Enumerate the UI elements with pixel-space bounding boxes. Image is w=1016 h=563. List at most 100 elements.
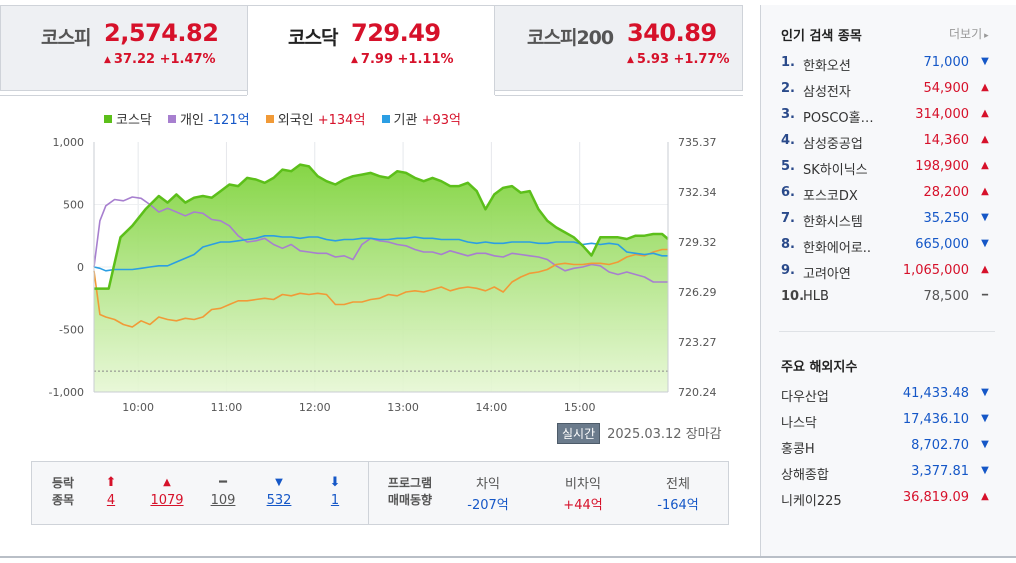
popular-item[interactable]: 9. 고려아연 1,065,000 ▲	[781, 259, 993, 285]
index-value: 36,819.09	[902, 490, 969, 505]
tab-change: ▲ 5.93 +1.77%	[627, 52, 730, 67]
stock-price: 78,500	[923, 289, 970, 304]
stock-name[interactable]: 포스코DX	[803, 189, 858, 204]
stock-price: 54,900	[923, 81, 970, 96]
tab-kospi[interactable]: 코스피 2,574.82 ▲ 37.22 +1.47%	[0, 5, 248, 91]
stock-name[interactable]: 한화오션	[803, 59, 851, 74]
stock-price: 1,065,000	[902, 263, 969, 278]
institution-line	[93, 235, 668, 272]
stock-name[interactable]: 삼성중공업	[803, 137, 863, 152]
x-tick-label: 10:00	[122, 401, 154, 414]
rise-triangle-icon: ▲	[163, 477, 171, 488]
rank-number: 8.	[781, 237, 795, 252]
stock-name[interactable]: 한화시스템	[803, 215, 863, 230]
legend-value: +93억	[421, 113, 462, 128]
rank-number: 3.	[781, 107, 795, 122]
popular-item[interactable]: 8. 한화에어로.. 665,000 ▼	[781, 233, 993, 259]
stock-price: 71,000	[923, 55, 970, 70]
program-header: 차익	[476, 477, 500, 492]
index-name[interactable]: 홍콩H	[781, 442, 815, 457]
stat-value[interactable]: 4	[106, 493, 116, 508]
legend-foreign: 외국인 +134억	[265, 109, 366, 128]
rise-count[interactable]: ▲ 1079	[147, 474, 187, 511]
x-tick-label: 12:00	[299, 401, 331, 414]
y-right-tick-label: 729.32	[678, 236, 717, 249]
y-left-tick-label: -500	[59, 324, 84, 337]
breadth-label-line1: 등락	[51, 476, 75, 490]
tab-kospi200[interactable]: 코스피200 340.89 ▲ 5.93 +1.77%	[494, 5, 743, 91]
program-value: -207억	[467, 498, 509, 513]
stock-name[interactable]: SK하이닉스	[803, 163, 868, 178]
stat-value[interactable]: 1	[330, 493, 340, 508]
stock-price: 198,900	[915, 159, 969, 174]
popular-item[interactable]: 6. 포스코DX 28,200 ▲	[781, 181, 993, 207]
fall-triangle-icon: ▼	[275, 477, 283, 488]
stat-value[interactable]: 109	[210, 493, 236, 508]
kosdaq-area	[94, 164, 668, 392]
overseas-index-item[interactable]: 니케이225 36,819.09 ▲	[781, 486, 993, 512]
index-value: 17,436.10	[902, 412, 969, 427]
y-right-tick-label: 732.34	[678, 186, 717, 199]
program-label: 프로그램 매매동향	[382, 475, 438, 509]
upper-limit-count[interactable]: ⬆ 4	[91, 474, 131, 511]
tab-value: 2,574.82	[104, 19, 219, 47]
foreign-line	[93, 248, 668, 328]
y-left-tick-label: 0	[77, 261, 84, 274]
down-triangle-icon: ▼	[981, 439, 989, 450]
popular-item[interactable]: 5. SK하이닉스 198,900 ▲	[781, 155, 993, 181]
stat-value[interactable]: 1079	[150, 493, 184, 508]
tab-change-text: 37.22 +1.47%	[113, 52, 216, 67]
index-name[interactable]: 다우산업	[781, 390, 829, 405]
realtime-badge[interactable]: 실시간	[557, 423, 601, 444]
index-name[interactable]: 상해종합	[781, 468, 829, 483]
up-triangle-icon: ▲	[981, 108, 989, 119]
legend-value: +134억	[317, 113, 366, 128]
stock-name[interactable]: HLB	[803, 289, 829, 304]
stock-price: 14,360	[923, 133, 970, 148]
popular-item[interactable]: 1. 한화오션 71,000 ▼	[781, 51, 993, 77]
upper-limit-arrow-icon: ⬆	[105, 475, 117, 490]
up-triangle-icon: ▲	[351, 55, 358, 65]
index-name[interactable]: 니케이225	[781, 494, 842, 509]
program-header: 전체	[666, 477, 690, 492]
down-triangle-icon: ▼	[981, 387, 989, 398]
popular-item[interactable]: 10. HLB 78,500 ━	[781, 285, 993, 311]
fall-count[interactable]: ▼ 532	[259, 474, 299, 511]
up-triangle-icon: ▲	[981, 82, 989, 93]
tab-kosdaq[interactable]: 코스닥 729.49 ▲ 7.99 +1.11%	[247, 5, 495, 95]
x-tick-label: 13:00	[387, 401, 419, 414]
time-info: 실시간 2025.03.12 장마감	[557, 423, 722, 444]
stock-name[interactable]: 삼성전자	[803, 85, 851, 100]
down-triangle-icon: ▼	[981, 56, 989, 67]
popular-item[interactable]: 4. 삼성중공업 14,360 ▲	[781, 129, 993, 155]
overseas-index-item[interactable]: 홍콩H 8,702.70 ▼	[781, 434, 993, 460]
popular-item[interactable]: 7. 한화시스템 35,250 ▼	[781, 207, 993, 233]
popular-item[interactable]: 3. POSCO홀… 314,000 ▲	[781, 103, 993, 129]
intraday-chart: 코스닥 개인 -121억 외국인 +134억 기관 +93억 10:00 11:0…	[0, 96, 743, 456]
stock-name[interactable]: POSCO홀…	[803, 111, 874, 126]
market-breadth-box: 등락 종목 ⬆ 4 ▲ 1079 ━ 109 ▼ 532 ⬇ 1 프로그램 매매…	[31, 461, 729, 525]
stock-name[interactable]: 고려아연	[803, 267, 851, 282]
stock-name[interactable]: 한화에어로..	[803, 241, 872, 256]
y-left-tick-label: 1,000	[53, 136, 85, 149]
kosdaq-line	[94, 163, 669, 290]
tab-change: ▲ 7.99 +1.11%	[351, 52, 454, 67]
overseas-index-item[interactable]: 나스닥 17,436.10 ▼	[781, 408, 993, 434]
up-triangle-icon: ▲	[627, 55, 634, 65]
x-tick-label: 15:00	[564, 401, 596, 414]
overseas-index-item[interactable]: 다우산업 41,433.48 ▼	[781, 382, 993, 408]
more-label[interactable]: 더보기	[949, 27, 983, 41]
lower-limit-count[interactable]: ⬇ 1	[315, 474, 355, 511]
up-triangle-icon: ▲	[981, 491, 989, 502]
individual-line	[93, 196, 668, 283]
up-triangle-icon: ▲	[981, 186, 989, 197]
stat-value[interactable]: 532	[266, 493, 292, 508]
stock-price: 35,250	[923, 211, 970, 226]
more-link[interactable]: 더보기 ▸	[949, 25, 989, 42]
popular-item[interactable]: 2. 삼성전자 54,900 ▲	[781, 77, 993, 103]
tab-divider	[0, 95, 247, 96]
unchanged-count[interactable]: ━ 109	[203, 474, 243, 511]
index-name[interactable]: 나스닥	[781, 416, 817, 431]
overseas-index-item[interactable]: 상해종합 3,377.81 ▼	[781, 460, 993, 486]
tab-change-text: 7.99 +1.11%	[360, 52, 454, 67]
